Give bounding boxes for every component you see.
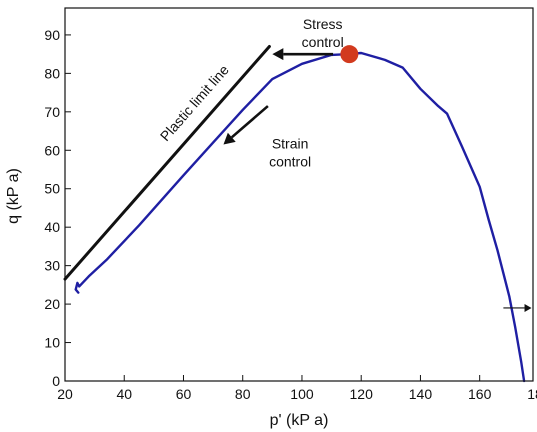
stress-control-label: Stress bbox=[303, 16, 343, 32]
y-tick-label: 10 bbox=[44, 335, 60, 351]
y-tick-label: 0 bbox=[52, 373, 60, 389]
x-axis-title: p' (kP a) bbox=[270, 412, 329, 429]
arrow-head bbox=[223, 132, 236, 145]
y-tick-label: 20 bbox=[44, 296, 60, 312]
x-tick-label: 20 bbox=[57, 386, 73, 402]
stress-path-line bbox=[74, 51, 526, 383]
arrow-head bbox=[524, 303, 532, 312]
y-tick-label: 90 bbox=[44, 27, 60, 43]
x-tick-label: 140 bbox=[409, 386, 433, 402]
y-tick-label: 70 bbox=[44, 104, 60, 120]
plastic-limit-line bbox=[63, 45, 271, 281]
x-tick-label: 80 bbox=[235, 386, 251, 402]
x-tick-label: 60 bbox=[176, 386, 192, 402]
strain-control-label: control bbox=[269, 153, 311, 169]
x-tick-label: 120 bbox=[350, 386, 374, 402]
y-tick-label: 60 bbox=[44, 142, 60, 158]
plot-frame bbox=[64, 7, 534, 382]
y-tick-label: 50 bbox=[44, 181, 60, 197]
stress-control-label: control bbox=[302, 34, 344, 50]
x-tick-label: 100 bbox=[290, 386, 314, 402]
peak-marker bbox=[340, 45, 359, 64]
x-tick-label: 160 bbox=[468, 386, 492, 402]
y-tick-label: 40 bbox=[44, 219, 60, 235]
arrow-head bbox=[272, 48, 284, 61]
y-tick-label: 30 bbox=[44, 258, 60, 274]
y-tick-label: 80 bbox=[44, 65, 60, 81]
strain-control-label: Strain bbox=[272, 135, 309, 151]
x-tick-label: 180 bbox=[527, 386, 537, 402]
arrow-line bbox=[230, 105, 269, 139]
y-axis-title: q (kP a) bbox=[5, 168, 22, 224]
x-tick-label: 40 bbox=[116, 386, 132, 402]
